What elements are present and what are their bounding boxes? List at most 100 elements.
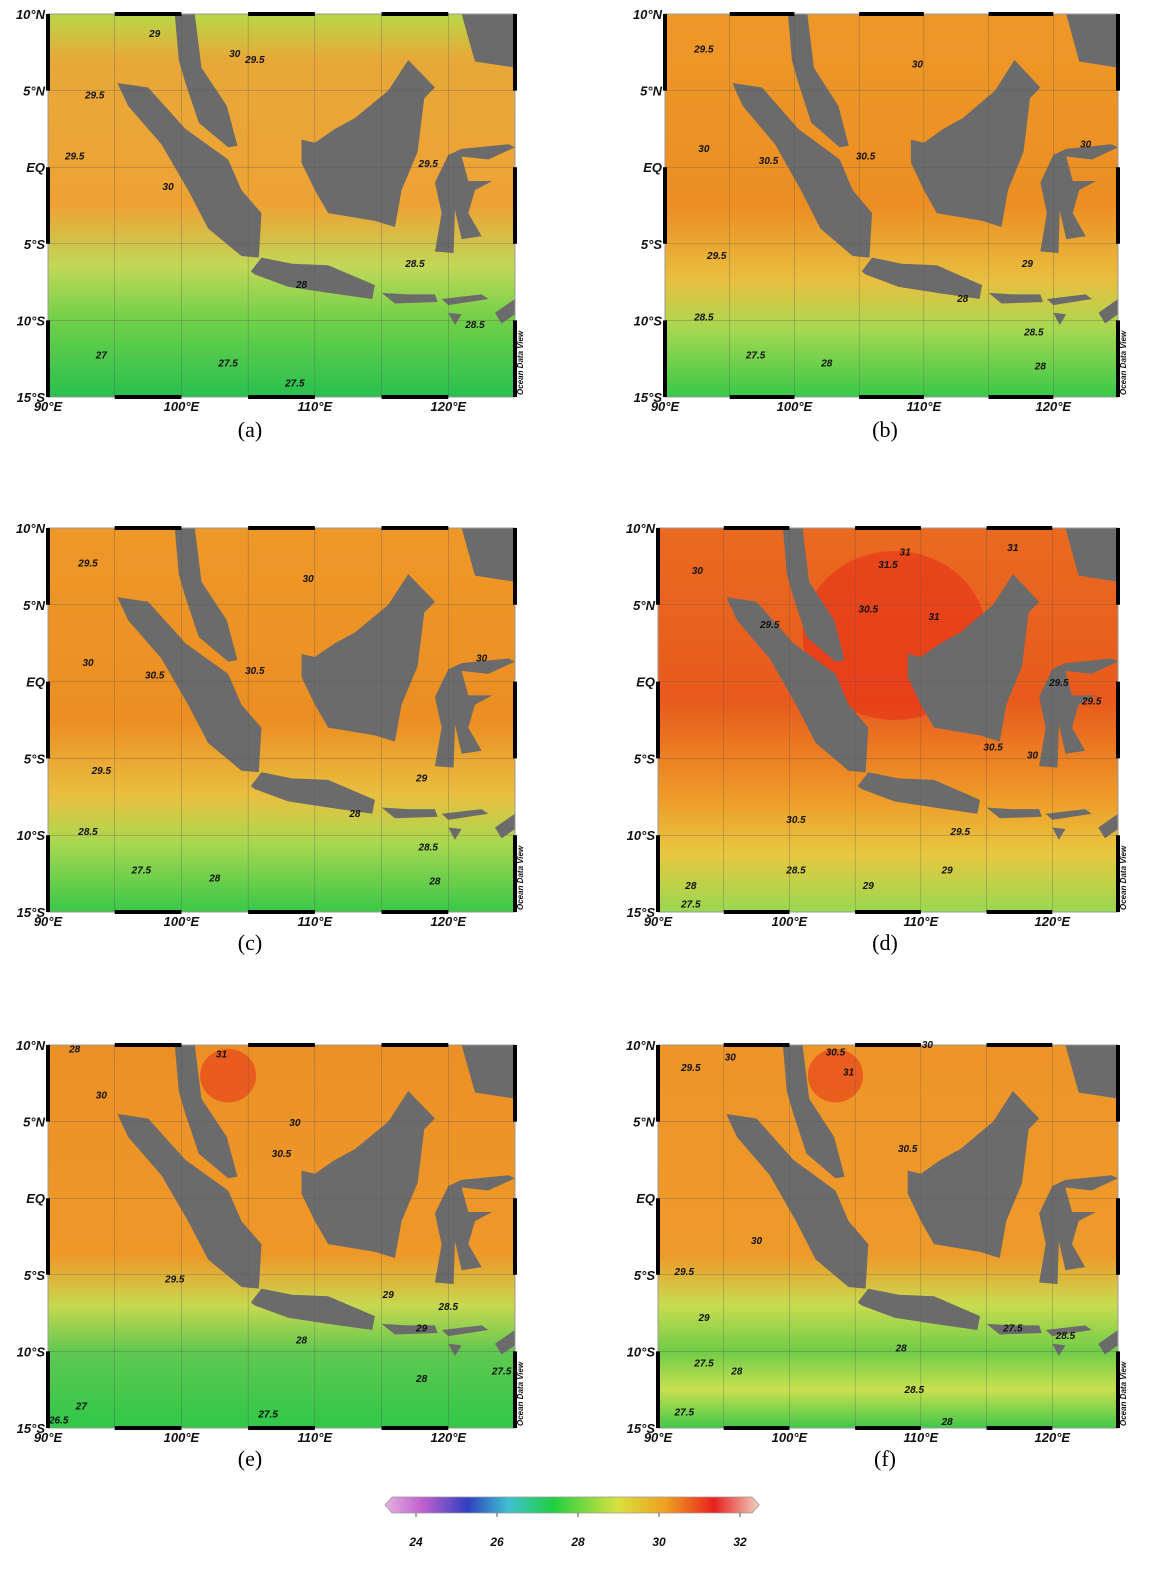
contour-label: 28.5 (77, 827, 98, 838)
contour-label: 30 (229, 49, 241, 60)
land (381, 292, 438, 304)
contour-label: 31 (928, 612, 940, 623)
contour-label: 30 (82, 658, 94, 669)
land (1098, 1329, 1118, 1355)
sst-field (658, 1045, 1118, 1428)
lat-label: 5°S (634, 1268, 655, 1283)
lon-label: 120°E (431, 914, 467, 929)
contour-label: 28 (348, 809, 361, 820)
land (448, 1343, 462, 1356)
land (726, 597, 869, 773)
watermark: Ocean Data View (516, 330, 525, 395)
land (1040, 144, 1118, 253)
land (907, 574, 1040, 742)
watermark: Ocean Data View (1119, 330, 1128, 395)
land (782, 528, 845, 662)
contour-label: 28 (941, 1417, 954, 1428)
contour-label: 30.5 (759, 156, 779, 167)
contour-label: 29 (415, 773, 428, 784)
land (1045, 528, 1118, 582)
contour-label: 30 (725, 1052, 737, 1063)
lon-label: 120°E (431, 399, 467, 414)
land (1039, 1175, 1118, 1284)
lon-label: 90°E (34, 1430, 63, 1445)
land (174, 528, 238, 662)
contour-label: 30.5 (826, 1048, 846, 1059)
land (117, 82, 262, 258)
contour-label: 30 (1027, 750, 1039, 761)
land (250, 772, 375, 814)
land (988, 292, 1043, 304)
panel-caption: (c) (238, 930, 262, 955)
contour-label: 29.5 (693, 44, 714, 55)
lat-label: 10°S (634, 313, 663, 328)
lat-label: 15°S (17, 1421, 46, 1436)
contour-label: 28.5 (404, 259, 425, 270)
lat-label: EQ (26, 1191, 45, 1206)
sst-field (665, 14, 1118, 397)
map-panel (658, 528, 1118, 912)
contour-label: 28.5 (1023, 328, 1044, 339)
lat-label: 15°S (17, 905, 46, 920)
contour-label: 29 (941, 866, 954, 877)
land (494, 813, 515, 839)
lat-label: 5°N (23, 598, 45, 613)
land (494, 298, 515, 324)
contour-label: 30 (751, 1236, 763, 1247)
contour-label: 26.5 (48, 1415, 69, 1426)
land (1046, 294, 1093, 306)
watermark: Ocean Data View (1119, 845, 1128, 910)
lon-label: 120°E (1035, 914, 1071, 929)
contour-label: 27.5 (217, 358, 238, 369)
contour-label: 28 (730, 1366, 743, 1377)
contour-label: 29.5 (674, 1267, 695, 1278)
land (434, 144, 515, 253)
lat-label: 5°N (633, 598, 655, 613)
lon-label: 120°E (1035, 1430, 1071, 1445)
lon-label: 100°E (772, 914, 808, 929)
contour-label: 28 (295, 280, 308, 291)
lon-label: 90°E (644, 1430, 673, 1445)
contour-label: 27.5 (693, 1359, 714, 1370)
contour-label: 29.5 (77, 558, 98, 569)
lat-label: EQ (636, 675, 655, 690)
land (434, 658, 515, 768)
land (441, 294, 489, 306)
land (1039, 658, 1118, 768)
contour-label: 28.5 (785, 866, 806, 877)
contour-label: 28 (428, 876, 441, 887)
land (1045, 1325, 1092, 1337)
land (910, 59, 1041, 227)
contour-label: 27.5 (131, 866, 152, 877)
contour-label: 27.5 (1002, 1323, 1023, 1334)
lat-label: 10°N (16, 521, 46, 536)
lon-label: 110°E (904, 1430, 939, 1445)
land (250, 1288, 375, 1330)
lon-label: 120°E (431, 1430, 467, 1445)
contour-label: 30 (163, 182, 175, 193)
land (441, 1045, 515, 1099)
colorbar-tick-label: 30 (652, 1535, 666, 1549)
land (986, 1323, 1042, 1335)
lat-label: 5°S (24, 237, 45, 252)
contour-label: 28 (208, 873, 221, 884)
contour-label: 29.5 (84, 90, 105, 101)
lon-label: 90°E (651, 399, 680, 414)
land (441, 528, 515, 582)
land (1052, 1343, 1066, 1356)
land (441, 809, 489, 820)
contour-label: 27.5 (491, 1366, 512, 1377)
land (494, 1329, 515, 1355)
lat-label: EQ (636, 1191, 655, 1206)
lon-label: 110°E (298, 1430, 333, 1445)
lat-label: 10°N (16, 7, 46, 22)
lat-label: 5°N (640, 84, 662, 99)
warm-patch (200, 1048, 257, 1103)
contour-label: 28 (1034, 361, 1047, 372)
lat-label: 5°S (641, 237, 662, 252)
lon-label: 110°E (298, 399, 333, 414)
contour-label: 27 (95, 351, 108, 362)
contour-label: 30.5 (898, 1144, 918, 1155)
lat-label: 15°S (17, 390, 46, 405)
contour-label: 28 (684, 881, 697, 892)
